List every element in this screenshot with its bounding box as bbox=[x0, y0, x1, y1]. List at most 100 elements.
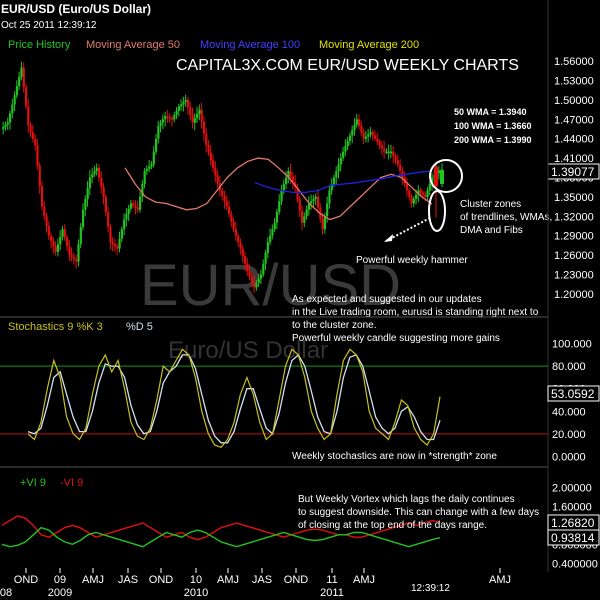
candle-body bbox=[275, 211, 279, 223]
candle-body bbox=[339, 158, 342, 165]
candle-body bbox=[278, 201, 281, 212]
candle-body bbox=[421, 192, 425, 195]
price-y-tick: 1.20000 bbox=[554, 289, 594, 301]
expected-annotation: As expected and suggested in our updates… bbox=[292, 294, 539, 344]
candle-body bbox=[88, 177, 92, 189]
candle-body bbox=[104, 196, 107, 212]
candle-body bbox=[68, 246, 71, 256]
candle-body bbox=[401, 171, 404, 178]
wma200-text: 200 WMA = 1.3990 bbox=[454, 135, 531, 145]
candle-body bbox=[27, 106, 30, 126]
wma-box: 50 WMA = 1.3940 100 WMA = 1.3660 200 WMA… bbox=[454, 107, 531, 145]
candle-body bbox=[45, 216, 48, 226]
candle-body bbox=[52, 241, 55, 247]
price-y-tick: 1.50000 bbox=[554, 95, 594, 107]
candle-body bbox=[358, 119, 361, 126]
candle-body bbox=[8, 113, 12, 123]
candle-body bbox=[61, 229, 64, 237]
candle-body bbox=[148, 166, 151, 169]
vi-plus-last-value: 1.26820 bbox=[551, 516, 595, 530]
price-y-tick: 1.35000 bbox=[554, 192, 594, 204]
candle-body bbox=[348, 135, 352, 141]
vi-minus-last-box bbox=[547, 529, 600, 546]
candle-body bbox=[385, 151, 388, 154]
cluster-annotation: Cluster zones of trendlines, WMAs, DMA a… bbox=[460, 199, 552, 236]
x-tick-label: OND bbox=[284, 574, 309, 586]
stoch-y-tick: 100.000 bbox=[552, 339, 592, 351]
candle-body bbox=[323, 216, 326, 230]
x-subtick-label: 2009 bbox=[48, 587, 72, 599]
x-subtick-label: 08 bbox=[0, 587, 12, 599]
candle-body bbox=[266, 242, 269, 253]
datetime-label: Oct 25 2011 12:39:12 bbox=[1, 20, 97, 31]
candle-body bbox=[408, 190, 411, 197]
candle-body bbox=[262, 263, 265, 275]
x-tick-label: AMJ bbox=[82, 574, 104, 586]
candle-body bbox=[300, 210, 304, 223]
candle-body bbox=[36, 145, 39, 166]
candle-body bbox=[136, 207, 139, 210]
ma100-line bbox=[254, 170, 433, 194]
candle-body bbox=[380, 145, 384, 149]
stoch-annotation: Weekly stochastics are now in *strength*… bbox=[292, 451, 497, 462]
hammer-arrow-head bbox=[384, 234, 393, 242]
cluster-line-2: of trendlines, WMAs, bbox=[460, 212, 552, 223]
candle-body bbox=[394, 155, 397, 161]
candle-body bbox=[405, 183, 409, 191]
ma50-line bbox=[124, 157, 433, 221]
candle-body bbox=[212, 160, 215, 168]
candle-body bbox=[79, 227, 82, 245]
candle-body bbox=[307, 203, 311, 210]
x-tick-label: AMJ bbox=[489, 574, 511, 586]
vi-minus-line bbox=[1, 515, 441, 541]
candle-body bbox=[66, 237, 69, 247]
candle-body bbox=[376, 138, 379, 142]
price-watermark: EUR/USD bbox=[140, 253, 401, 318]
candle-body bbox=[205, 133, 208, 146]
candle-body bbox=[344, 146, 347, 152]
candle-body bbox=[415, 194, 418, 200]
legend-stoch-k: Stochastics 9 %K 3 bbox=[8, 321, 103, 333]
candle-body bbox=[72, 257, 76, 260]
vi-lines bbox=[1, 515, 441, 548]
vi-annotation-line-1: But Weekly Vortex which lags the daily c… bbox=[298, 494, 515, 505]
x-subtick-label: 2011 bbox=[320, 587, 344, 599]
candle-body bbox=[298, 199, 301, 211]
candle-body bbox=[177, 106, 180, 111]
candle-body bbox=[305, 209, 308, 217]
candle-body bbox=[38, 165, 41, 187]
candle-body bbox=[116, 246, 119, 249]
stoch-y-tick: 80.000 bbox=[552, 361, 586, 373]
candle-body bbox=[200, 109, 203, 122]
candle-body bbox=[75, 259, 78, 262]
x-tick-label: 11 bbox=[326, 574, 337, 586]
stoch-y-tick: 20.000 bbox=[552, 429, 586, 441]
stoch-last-value: 53.0592 bbox=[551, 387, 595, 401]
candle-body bbox=[127, 208, 130, 215]
stoch-guides bbox=[0, 365, 548, 435]
price-y-tick: 1.47000 bbox=[554, 114, 594, 126]
price-y-tick: 1.53000 bbox=[554, 76, 594, 88]
candle-body bbox=[373, 135, 377, 139]
x-tick-label: OND bbox=[14, 574, 39, 586]
candle-body bbox=[109, 227, 112, 243]
candle-body bbox=[364, 136, 368, 139]
candle-body bbox=[360, 125, 363, 133]
candle-body bbox=[428, 183, 431, 191]
candle-body bbox=[91, 174, 94, 178]
candle-body bbox=[335, 171, 338, 178]
candle-body bbox=[22, 67, 25, 88]
candle-body bbox=[24, 87, 28, 107]
candle-body bbox=[86, 188, 89, 200]
candle-body bbox=[113, 244, 117, 247]
candle-body bbox=[77, 244, 80, 262]
candle-body bbox=[225, 201, 228, 207]
expected-line-1: As expected and suggested in our updates bbox=[292, 294, 482, 305]
candle-body bbox=[13, 95, 16, 105]
candle-body bbox=[111, 242, 114, 245]
stoch-lines bbox=[27, 348, 441, 449]
candle-body bbox=[141, 183, 144, 197]
expected-line-2: in the Live trading room, eurusd is stan… bbox=[292, 307, 539, 318]
candle-body bbox=[209, 152, 212, 161]
candle-body bbox=[40, 186, 44, 207]
